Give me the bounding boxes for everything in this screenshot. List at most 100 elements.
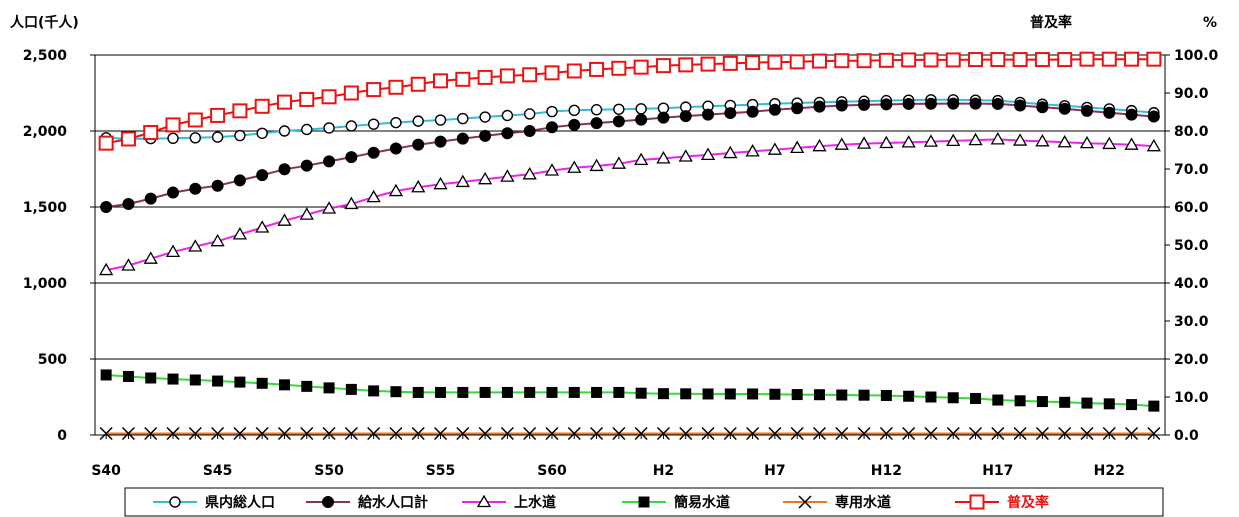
data-point bbox=[968, 426, 983, 441]
data-point bbox=[411, 179, 426, 193]
legend-label: 簡易水道 bbox=[674, 494, 730, 511]
data-point bbox=[700, 147, 716, 161]
data-point bbox=[1012, 52, 1028, 68]
data-point bbox=[1036, 396, 1048, 408]
data-point bbox=[1059, 396, 1071, 408]
data-point bbox=[655, 58, 671, 74]
data-point bbox=[813, 389, 825, 401]
data-point bbox=[992, 394, 1004, 406]
data-point bbox=[1146, 138, 1161, 152]
data-point bbox=[768, 103, 781, 116]
data-point bbox=[122, 197, 135, 210]
data-point bbox=[746, 426, 760, 441]
data-point bbox=[925, 391, 937, 403]
data-point bbox=[389, 426, 403, 441]
data-point bbox=[1034, 52, 1050, 68]
data-point bbox=[523, 125, 536, 137]
data-point bbox=[211, 426, 225, 441]
data-point bbox=[165, 244, 181, 257]
y-right-tick-label: 50.0 bbox=[1174, 238, 1209, 254]
series-専用水道 bbox=[99, 426, 1161, 441]
data-point bbox=[835, 426, 849, 441]
data-point bbox=[679, 426, 693, 441]
data-point bbox=[390, 386, 402, 398]
y-right-tick-label: 10.0 bbox=[1174, 390, 1209, 406]
data-point bbox=[188, 426, 202, 441]
data-point bbox=[1012, 133, 1028, 146]
legend-marker bbox=[322, 496, 334, 508]
data-point bbox=[143, 125, 159, 141]
data-point bbox=[745, 144, 760, 157]
data-point bbox=[1080, 426, 1094, 441]
data-point bbox=[769, 388, 781, 400]
data-point bbox=[835, 99, 848, 112]
data-point bbox=[902, 97, 915, 110]
data-point bbox=[635, 387, 647, 399]
data-point bbox=[545, 121, 558, 134]
y-right-tick-label: 90.0 bbox=[1174, 86, 1209, 102]
data-point bbox=[255, 426, 269, 441]
data-point bbox=[233, 426, 247, 441]
data-point bbox=[166, 426, 180, 441]
legend-marker bbox=[969, 494, 985, 510]
data-point bbox=[1102, 426, 1116, 441]
data-point bbox=[1124, 137, 1139, 150]
y-right-tick-label: 100.0 bbox=[1174, 48, 1219, 64]
data-point bbox=[367, 146, 380, 159]
data-point bbox=[500, 169, 515, 182]
data-point bbox=[390, 116, 402, 129]
data-point bbox=[880, 389, 892, 401]
data-point bbox=[410, 76, 426, 92]
data-point bbox=[723, 145, 738, 159]
data-point bbox=[924, 97, 937, 110]
y-left-tick-label: 1,500 bbox=[23, 200, 68, 216]
data-point bbox=[343, 85, 359, 101]
data-point bbox=[656, 426, 670, 441]
data-point bbox=[724, 107, 737, 120]
data-point bbox=[566, 63, 582, 79]
x-tick-label: H7 bbox=[764, 463, 785, 479]
data-point bbox=[946, 426, 960, 441]
data-point bbox=[232, 227, 248, 240]
y-right-tick-label: 30.0 bbox=[1174, 314, 1209, 330]
data-point bbox=[434, 135, 447, 148]
data-point bbox=[789, 54, 805, 70]
data-point bbox=[301, 380, 313, 392]
data-point bbox=[635, 103, 647, 115]
data-point bbox=[546, 386, 558, 398]
data-point bbox=[858, 389, 870, 401]
data-point bbox=[812, 138, 827, 152]
data-point bbox=[1147, 426, 1161, 441]
data-point bbox=[189, 132, 202, 144]
data-point bbox=[1125, 108, 1138, 121]
y-right-tick-label: 80.0 bbox=[1174, 124, 1209, 140]
series-普及率 bbox=[98, 51, 1162, 151]
data-point bbox=[1126, 399, 1138, 411]
data-point bbox=[212, 375, 224, 387]
data-point bbox=[878, 52, 894, 68]
y-left-tick-label: 1,000 bbox=[23, 276, 68, 292]
data-point bbox=[143, 251, 158, 264]
data-point bbox=[457, 386, 469, 398]
data-point bbox=[1035, 426, 1049, 441]
data-point bbox=[701, 426, 715, 441]
data-point bbox=[724, 388, 736, 400]
data-point bbox=[277, 426, 292, 441]
y-left-tick-label: 500 bbox=[38, 352, 67, 368]
x-tick-label: S40 bbox=[91, 463, 121, 479]
y-right-tick-label: 20.0 bbox=[1174, 352, 1209, 368]
data-point bbox=[321, 89, 337, 105]
data-point bbox=[791, 102, 804, 115]
data-point bbox=[589, 61, 605, 77]
data-point bbox=[479, 386, 491, 398]
data-point bbox=[167, 186, 180, 199]
data-point bbox=[345, 120, 358, 132]
data-point bbox=[544, 163, 560, 176]
data-point bbox=[501, 386, 513, 398]
data-point bbox=[590, 426, 604, 441]
data-point bbox=[412, 386, 424, 398]
data-point bbox=[345, 383, 357, 395]
data-point bbox=[657, 388, 669, 400]
data-point bbox=[254, 98, 270, 114]
